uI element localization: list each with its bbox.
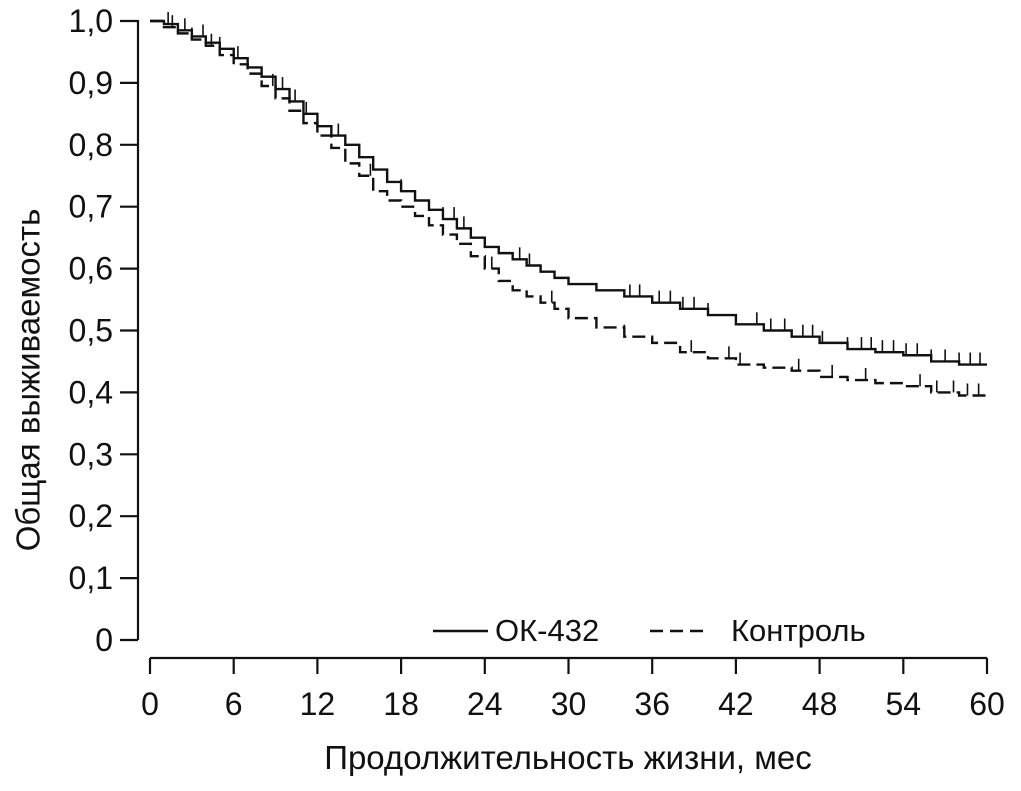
y-tick-label: 0 [95,622,113,658]
series-line-1 [150,19,989,399]
y-tick-label: 0,2 [69,498,113,534]
y-tick-label: 1,0 [69,3,113,39]
x-tick-label: 6 [225,686,243,722]
x-tick-label: 0 [141,686,159,722]
y-tick-label: 0,5 [69,313,113,349]
y-tick-label: 0,1 [69,560,113,596]
legend-label-control: Контроль [731,613,866,648]
x-tick-label: 30 [551,686,587,722]
x-tick-label: 54 [886,686,922,722]
legend: ОК-432 Контроль [433,613,866,648]
survival-curves [150,12,989,399]
x-tick-label: 60 [969,686,1005,722]
x-tick-label: 42 [718,686,754,722]
y-ticks: 0 0,1 0,2 0,3 0,4 0,5 0,6 0,7 0,8 0,9 1,0 [69,3,138,658]
x-tick-label: 48 [802,686,838,722]
y-tick-label: 0,7 [69,189,113,225]
y-tick-label: 0,3 [69,436,113,472]
x-tick-label: 12 [300,686,336,722]
y-tick-label: 0,8 [69,127,113,163]
y-tick-label: 0,9 [69,65,113,101]
y-tick-label: 0,4 [69,374,113,410]
x-tick-label: 36 [634,686,670,722]
x-ticks: 0 6 12 18 24 30 36 42 48 54 60 [141,658,1005,722]
x-tick-label: 18 [383,686,419,722]
legend-label-ok432: ОК-432 [495,613,599,648]
y-tick-label: 0,6 [69,251,113,287]
axes [136,20,987,660]
x-tick-label: 24 [467,686,503,722]
x-axis-title: Продолжительность жизни, мес [324,739,812,776]
y-axis-title: Общая выживаемость [10,209,47,552]
